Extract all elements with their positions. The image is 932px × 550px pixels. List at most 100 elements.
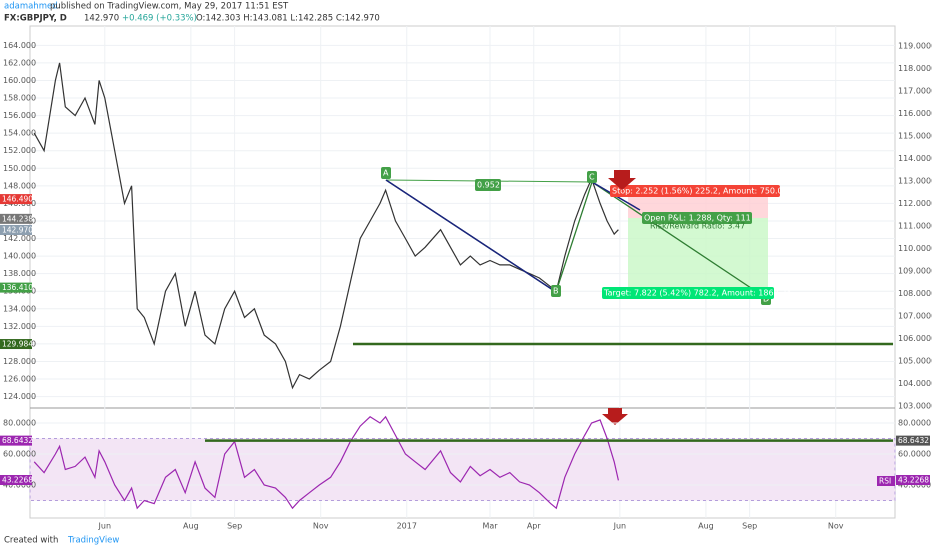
rsi-tag-right <box>896 475 930 486</box>
y-tick-label: 80.0000 <box>3 419 36 428</box>
rsi-tag <box>0 475 32 486</box>
price-tag-label: 129.984 <box>2 340 33 349</box>
y-tick-label: 150.000 <box>3 164 36 173</box>
y-tick-label: 160.000 <box>3 76 36 85</box>
price-tag-label: 142.970 <box>2 225 33 234</box>
y-tick-label: 156.000 <box>3 111 36 120</box>
y-tick-label: 126.000 <box>3 375 36 384</box>
x-tick-label: Nov <box>313 522 329 531</box>
y2-tick-label: 103.0000 <box>898 401 932 410</box>
rsi-tag <box>0 435 32 446</box>
label-box <box>381 167 391 179</box>
rsi-tag-label-right: 43.2268 <box>898 476 929 485</box>
y2-tick-label: 107.0000 <box>898 311 932 320</box>
y2-tick-label: 117.0000 <box>898 87 932 96</box>
legend-label: RSI <box>879 477 891 486</box>
y2-tick-label: 113.0000 <box>898 177 932 186</box>
y-tick-label: 142.000 <box>3 234 36 243</box>
annotation: A <box>383 169 389 178</box>
y2-tick-label: 119.0000 <box>898 42 932 51</box>
x-tick-label: Sep <box>742 522 757 531</box>
rsi-band <box>29 438 896 501</box>
y2-tick-label: 109.0000 <box>898 266 932 275</box>
label-box <box>587 171 597 183</box>
y-tick-label: 138.000 <box>3 269 36 278</box>
down-arrow <box>608 170 636 190</box>
x-tick-label: Mar <box>482 522 498 531</box>
annotation: C <box>589 173 595 182</box>
price-tag <box>0 282 32 293</box>
x-tick-label: Apr <box>527 522 542 531</box>
y2-tick-label: 114.0000 <box>898 154 932 163</box>
price-tag <box>0 224 32 235</box>
price-tag <box>0 194 32 205</box>
footer-created: Created with <box>4 536 58 546</box>
frame <box>29 25 896 519</box>
rsi-tag-right <box>896 435 930 446</box>
annotation: Open P&L: 1.288, Qty: 111 <box>644 214 751 223</box>
price-tag-label: 144.238 <box>2 214 33 223</box>
price-tag-label: 136.410 <box>2 283 33 292</box>
rsi-tag-label: 43.2268 <box>2 476 33 485</box>
y-tick-label: 132.000 <box>3 322 36 331</box>
y2-tick-label: 105.0000 <box>898 356 932 365</box>
label-box <box>551 285 561 297</box>
price-tag-label: 146.490 <box>2 195 33 204</box>
label-box <box>475 179 501 191</box>
x-tick-label: Aug <box>698 522 714 531</box>
annotation: B <box>553 287 559 296</box>
y2-tick-label: 115.0000 <box>898 132 932 141</box>
footer-brand: TradingView <box>67 536 119 546</box>
y2-tick-label: 111.0000 <box>898 221 932 230</box>
y2-tick-label: 108.0000 <box>898 289 932 298</box>
label-box <box>610 185 780 197</box>
y-tick-label: 134.000 <box>3 304 36 313</box>
reward-zone <box>628 218 768 298</box>
last: 142.970 <box>84 14 119 24</box>
y2-tick-label: 118.0000 <box>898 64 932 73</box>
y-tick-label: 140.000 <box>3 252 36 261</box>
y-tick-label: 60.0000 <box>3 450 36 459</box>
label-box <box>602 287 774 299</box>
y-tick-label: 162.000 <box>3 58 36 67</box>
y-tick-label: 164.000 <box>3 41 36 50</box>
y-tick-label: 152.000 <box>3 146 36 155</box>
series-line <box>33 62 619 390</box>
y-tick-label-right: 80.0000 <box>898 419 931 428</box>
x-tick-label: 2017 <box>397 522 417 531</box>
y-tick-label: 158.000 <box>3 94 36 103</box>
x-tick-label: Jun <box>613 522 627 531</box>
x-tick-label: Aug <box>183 522 199 531</box>
ohlc: O:142.303 H:143.081 L:142.285 C:142.970 <box>196 14 380 24</box>
x-tick-label: Nov <box>828 522 844 531</box>
author: adamahmed <box>4 2 58 12</box>
annotation: 0.952 <box>477 181 500 190</box>
change: +0.469 (+0.33%) <box>122 14 197 24</box>
rsi-tag-label-right: 68.6432 <box>898 436 929 445</box>
annotation: Stop: 2.252 (1.56%) 225.2, Amount: 750.0… <box>612 187 788 196</box>
price-tag <box>0 213 32 224</box>
legend-box <box>877 476 895 486</box>
y-tick-label: 128.000 <box>3 357 36 366</box>
y-tick-label-right: 60.0000 <box>898 450 931 459</box>
rsi-tag-label: 68.6432 <box>2 436 33 445</box>
x-tick-label: Sep <box>227 522 242 531</box>
symbol: FX:GBPJPY, D <box>4 14 67 24</box>
label-box <box>642 212 752 224</box>
price-tag <box>0 339 32 350</box>
y2-tick-label: 106.0000 <box>898 334 932 343</box>
y2-tick-label: 112.0000 <box>898 199 932 208</box>
y-tick-label: 148.000 <box>3 181 36 190</box>
annotation: Target: 7.822 (5.42%) 782.2, Amount: 186… <box>603 289 791 298</box>
down-arrow <box>602 408 628 425</box>
published: published on TradingView.com, May 29, 20… <box>50 2 289 12</box>
trend-line <box>385 179 557 293</box>
series-line <box>33 415 619 510</box>
y2-tick-label: 110.0000 <box>898 244 932 253</box>
y-tick-label: 154.000 <box>3 129 36 138</box>
y-tick-label: 124.000 <box>3 392 36 401</box>
y2-tick-label: 116.0000 <box>898 109 932 118</box>
x-tick-label: Jun <box>98 522 112 531</box>
y2-tick-label: 104.0000 <box>898 379 932 388</box>
